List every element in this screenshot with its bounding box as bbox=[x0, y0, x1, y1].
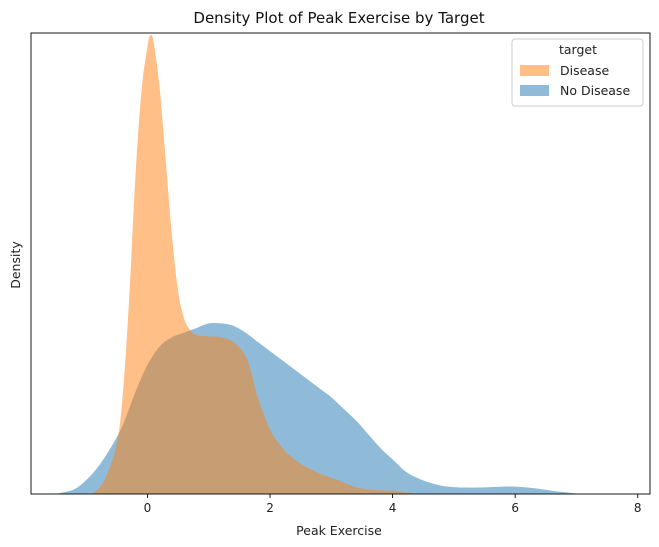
legend-label-disease: Disease bbox=[560, 63, 609, 78]
x-tick-label: 8 bbox=[634, 501, 642, 515]
x-tick-label: 0 bbox=[144, 501, 152, 515]
y-axis-title: Density bbox=[8, 241, 23, 289]
legend-title: target bbox=[559, 42, 597, 57]
x-axis-ticks: 0 2 4 6 8 bbox=[144, 494, 642, 515]
density-areas bbox=[55, 34, 589, 494]
x-tick-label: 6 bbox=[511, 501, 519, 515]
x-axis-title: Peak Exercise bbox=[296, 523, 382, 538]
legend-label-no-disease: No Disease bbox=[560, 83, 630, 98]
x-tick-label: 2 bbox=[266, 501, 274, 515]
chart-title: Density Plot of Peak Exercise by Target bbox=[193, 9, 484, 27]
legend-swatch-disease bbox=[520, 65, 549, 76]
x-tick-label: 4 bbox=[389, 501, 397, 515]
legend: target Disease No Disease bbox=[511, 38, 644, 107]
legend-swatch-no-disease bbox=[520, 85, 549, 96]
plot-frame bbox=[30, 32, 651, 495]
density-area-disease bbox=[92, 34, 418, 494]
